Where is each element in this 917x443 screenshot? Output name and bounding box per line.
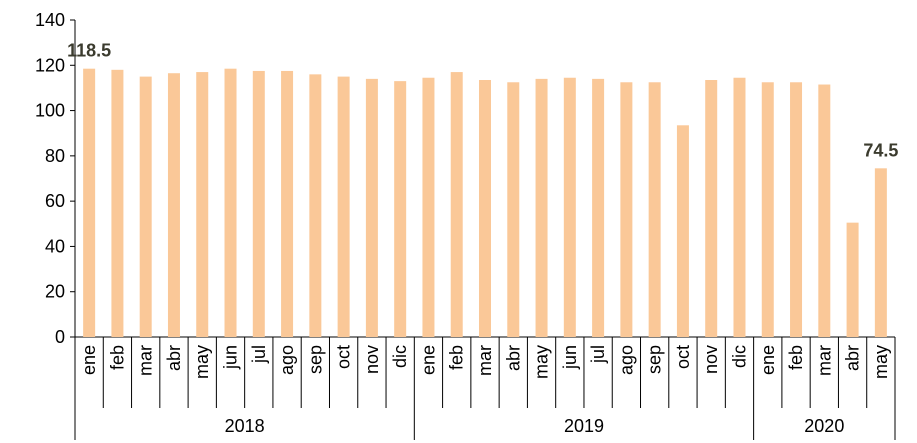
x-tick-label: abr	[843, 345, 863, 371]
x-tick-label: nov	[701, 345, 721, 374]
group-label: 2020	[804, 416, 844, 436]
x-tick-label: feb	[107, 345, 127, 370]
x-tick-label: ene	[418, 345, 438, 375]
x-tick-label: jun	[560, 345, 580, 370]
bar	[365, 78, 378, 337]
y-tick-label: 20	[45, 282, 65, 302]
x-tick-label: mar	[475, 345, 495, 376]
bar	[846, 222, 859, 337]
bar	[563, 77, 576, 337]
x-tick-label: jun	[221, 345, 241, 370]
bar	[592, 78, 605, 337]
y-tick-label: 80	[45, 146, 65, 166]
bar	[394, 81, 407, 337]
bar	[111, 69, 124, 338]
y-tick-label: 140	[35, 10, 65, 30]
y-tick-label: 0	[55, 327, 65, 347]
x-tick-label: sep	[305, 345, 325, 374]
x-tick-label: mar	[814, 345, 834, 376]
y-tick-label: 100	[35, 101, 65, 121]
x-tick-label: may	[192, 345, 212, 379]
x-tick-label: oct	[334, 345, 354, 369]
x-tick-label: mar	[136, 345, 156, 376]
bar	[309, 74, 322, 337]
bar	[705, 80, 718, 337]
x-tick-label: dic	[729, 345, 749, 368]
bar	[620, 82, 633, 338]
x-tick-label: ene	[79, 345, 99, 375]
x-tick-label: nov	[362, 345, 382, 374]
x-tick-label: may	[871, 345, 891, 379]
value-label: 74.5	[863, 140, 898, 160]
x-tick-label: jul	[588, 345, 608, 364]
x-tick-label: ene	[758, 345, 778, 375]
bar	[83, 68, 96, 338]
group-label: 2019	[564, 416, 604, 436]
bar	[818, 84, 831, 338]
x-tick-label: may	[532, 345, 552, 379]
bar	[874, 168, 887, 337]
bar	[337, 76, 350, 337]
x-tick-label: oct	[673, 345, 693, 369]
x-tick-label: sep	[645, 345, 665, 374]
bar	[450, 72, 463, 337]
bar	[224, 68, 237, 338]
bar	[761, 82, 774, 338]
x-tick-label: abr	[503, 345, 523, 371]
y-tick-label: 120	[35, 55, 65, 75]
value-label: 118.5	[67, 41, 111, 61]
bar	[479, 80, 491, 337]
bar	[676, 125, 689, 338]
x-tick-label: ago	[616, 345, 636, 375]
x-tick-label: jul	[249, 345, 269, 364]
x-tick-label: feb	[786, 345, 806, 370]
bar	[281, 70, 294, 338]
bar	[139, 76, 152, 337]
bar	[535, 78, 548, 337]
x-tick-label: feb	[447, 345, 467, 370]
x-tick-label: dic	[390, 345, 410, 368]
y-tick-label: 40	[45, 236, 65, 256]
bar	[252, 70, 265, 338]
bar	[648, 82, 661, 338]
bar	[507, 82, 520, 338]
bar	[733, 77, 746, 337]
group-label: 2018	[225, 416, 265, 436]
x-tick-label: abr	[164, 345, 184, 371]
bar	[422, 77, 435, 337]
bar	[167, 73, 180, 337]
bar	[790, 82, 803, 338]
bar	[196, 72, 209, 337]
y-tick-label: 60	[45, 191, 65, 211]
x-tick-label: ago	[277, 345, 297, 375]
